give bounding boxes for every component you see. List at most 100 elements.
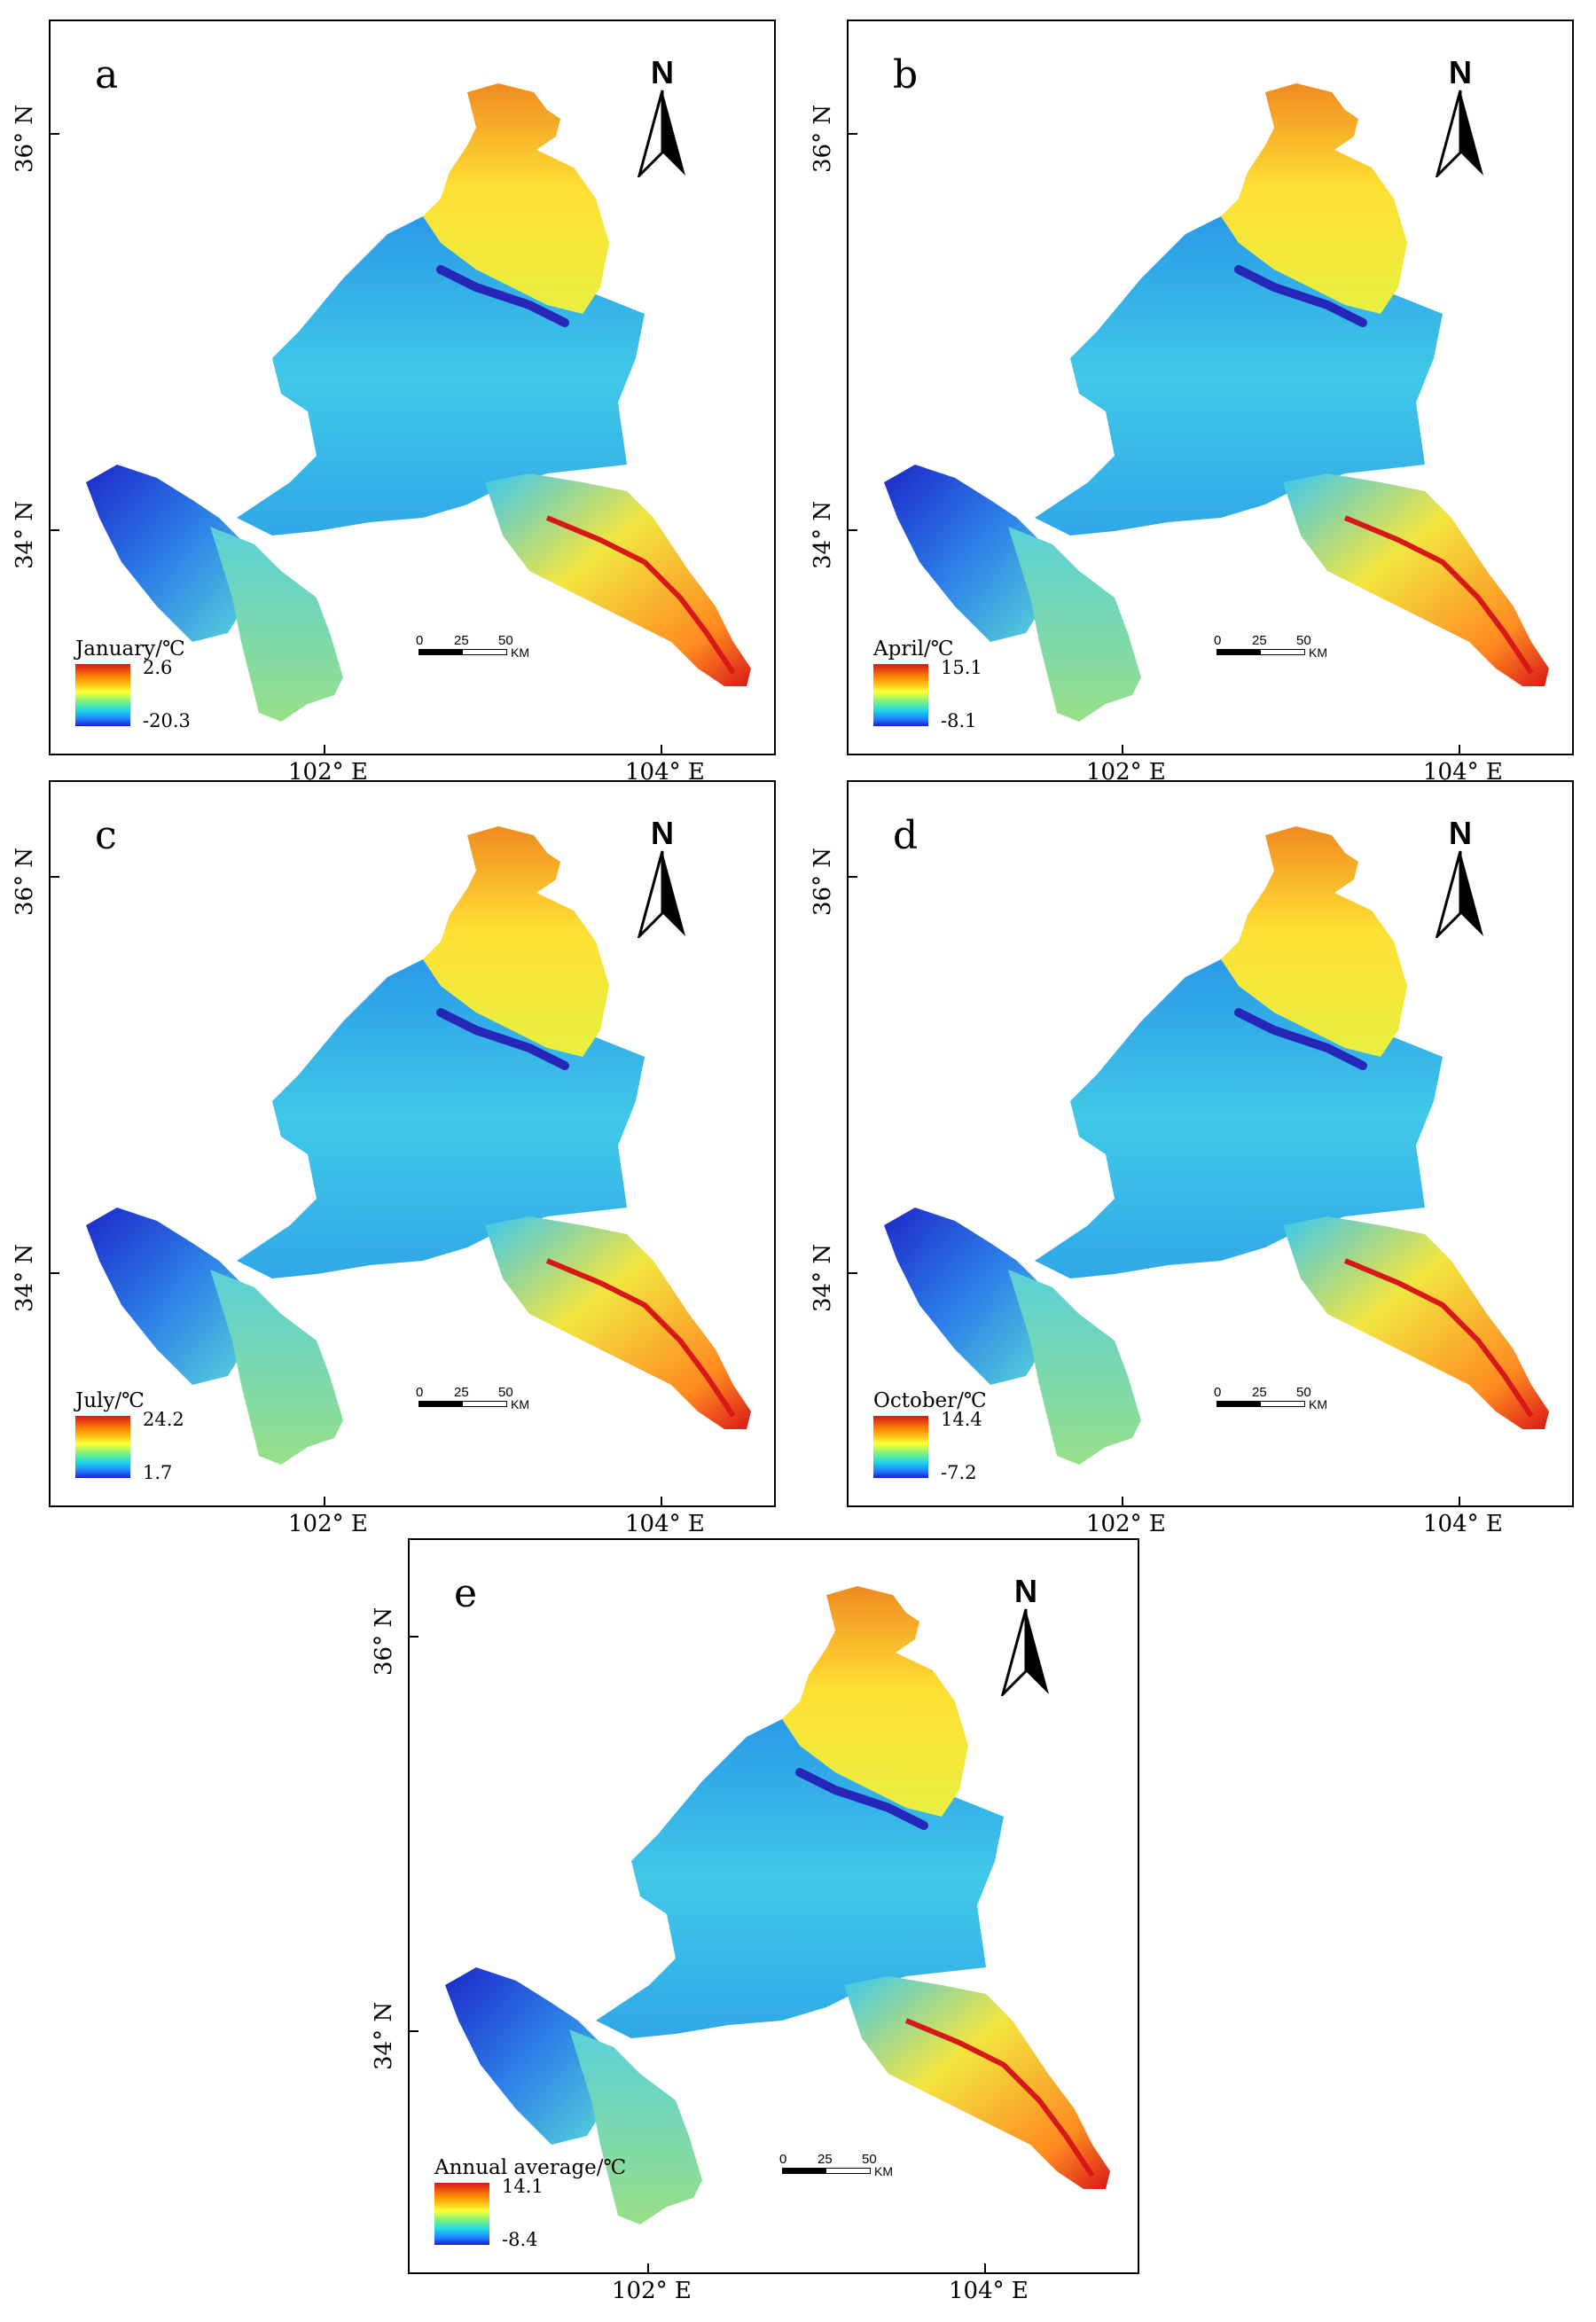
north-arrow-icon bbox=[1000, 1608, 1049, 1700]
legend-max: 2.6 bbox=[143, 657, 173, 678]
scale-unit: KM bbox=[1309, 645, 1327, 660]
x-tick bbox=[1122, 1497, 1123, 1507]
north-label: N bbox=[1449, 815, 1472, 851]
y-tick bbox=[847, 876, 857, 878]
scale-label-0: 0 bbox=[1214, 633, 1222, 648]
southwest-tail bbox=[210, 527, 343, 722]
legend-min: -7.2 bbox=[941, 1462, 977, 1483]
scale-label-25: 25 bbox=[1252, 1385, 1267, 1400]
cold-ridge-line bbox=[1234, 265, 1367, 327]
west-basin bbox=[445, 1967, 614, 2145]
west-basin bbox=[884, 465, 1052, 642]
y-axis-label: 34° N bbox=[12, 500, 38, 569]
scale-bar: 0 25 50 KM bbox=[1214, 633, 1332, 668]
legend-min: -8.4 bbox=[502, 2229, 538, 2250]
scale-unit: KM bbox=[511, 1397, 529, 1411]
legend-min: -20.3 bbox=[143, 710, 191, 731]
scale-label-0: 0 bbox=[1214, 1385, 1222, 1400]
map-panel-d: d N 0 25 50 KM October/℃ 14.4 -7.2 102° E 104° E 36… bbox=[810, 780, 1574, 1537]
north-arrow-icon bbox=[1435, 850, 1483, 942]
map-panel-c: c N 0 25 50 KM July/℃ 24.2 1.7 102° E 104° E 36° N 3… bbox=[12, 780, 776, 1537]
river-valley-line bbox=[1343, 1258, 1534, 1418]
north-label: N bbox=[651, 815, 674, 851]
southwest-tail bbox=[1008, 1270, 1141, 1465]
scale-unit: KM bbox=[511, 645, 529, 660]
north-arrow: N bbox=[1434, 57, 1487, 182]
x-axis-label: 104° E bbox=[625, 1511, 705, 1537]
map-frame: e N 0 25 50 KM Annual average/℃ 14.1 -8.4 bbox=[408, 1538, 1139, 2274]
southeast-valley bbox=[1283, 1216, 1549, 1429]
legend-max: 14.4 bbox=[941, 1409, 982, 1430]
y-tick bbox=[49, 529, 59, 531]
southwest-tail bbox=[569, 2029, 702, 2224]
panel-letter: b bbox=[893, 52, 919, 98]
x-tick bbox=[324, 1497, 325, 1507]
river-valley-line bbox=[545, 1258, 736, 1418]
north-region bbox=[423, 83, 609, 314]
y-axis-label: 34° N bbox=[810, 500, 836, 569]
x-axis-label: 102° E bbox=[612, 2278, 692, 2304]
legend-max: 24.2 bbox=[143, 1409, 184, 1430]
y-axis-label: 34° N bbox=[371, 2001, 397, 2070]
scale-unit: KM bbox=[874, 2164, 893, 2178]
scale-label-50: 50 bbox=[1296, 1385, 1311, 1400]
x-tick bbox=[647, 2263, 649, 2274]
x-tick bbox=[661, 1497, 662, 1507]
cold-ridge-line bbox=[795, 1768, 928, 1830]
north-arrow-icon bbox=[637, 850, 685, 942]
north-label: N bbox=[1449, 54, 1472, 90]
north-arrow-icon bbox=[1435, 90, 1483, 181]
panel-letter: e bbox=[454, 1571, 478, 1616]
north-region bbox=[782, 1586, 968, 1817]
temperature-map bbox=[86, 826, 751, 1465]
legend-title: October/℃ bbox=[873, 1389, 987, 1412]
river-valley-line bbox=[904, 2018, 1095, 2177]
y-axis-label: 36° N bbox=[810, 104, 836, 173]
north-region bbox=[1221, 83, 1407, 314]
map-panel-a: a N 0 25 50 KM January/℃ 2.6 -20.3 102° E 104° E 36… bbox=[12, 20, 776, 786]
river-valley-line bbox=[545, 515, 736, 675]
y-tick bbox=[49, 876, 59, 878]
map-frame: d N 0 25 50 KM October/℃ 14.4 -7.2 bbox=[847, 780, 1574, 1507]
scale-label-50: 50 bbox=[862, 2152, 877, 2167]
west-basin bbox=[884, 1208, 1052, 1385]
legend-color-ramp bbox=[873, 664, 928, 726]
scale-bar: 0 25 50 KM bbox=[1214, 1385, 1332, 1420]
southeast-valley bbox=[485, 473, 751, 686]
scale-label-0: 0 bbox=[416, 633, 424, 648]
legend-max: 15.1 bbox=[941, 657, 982, 678]
y-axis-label: 34° N bbox=[810, 1243, 836, 1312]
scale-label-25: 25 bbox=[454, 1385, 469, 1400]
map-frame: a N 0 25 50 KM January/℃ 2.6 -20.3 bbox=[49, 20, 776, 755]
y-tick bbox=[847, 133, 857, 135]
legend-color-ramp bbox=[873, 1416, 928, 1478]
x-tick bbox=[661, 745, 662, 755]
scale-bar: 0 25 50 KM bbox=[779, 2152, 897, 2187]
scale-label-50: 50 bbox=[498, 1385, 513, 1400]
north-region bbox=[1221, 826, 1407, 1057]
map-panel-b: b N 0 25 50 KM April/℃ 15.1 -8.1 102° E 104° E 36° … bbox=[810, 20, 1574, 786]
map-panel-e: e N 0 25 50 KM Annual average/℃ 14.1 -8.4 102° E 1… bbox=[371, 1538, 1139, 2310]
legend-color-ramp bbox=[75, 664, 130, 726]
north-arrow-icon bbox=[637, 90, 685, 181]
north-region bbox=[423, 826, 609, 1057]
scale-label-25: 25 bbox=[818, 2152, 833, 2167]
y-tick bbox=[408, 1636, 419, 1638]
legend-color-ramp bbox=[434, 2183, 489, 2245]
north-label: N bbox=[651, 54, 674, 90]
panel-letter: a bbox=[95, 52, 119, 98]
x-axis-label: 102° E bbox=[288, 1511, 368, 1537]
x-tick bbox=[1459, 745, 1460, 755]
legend-title: January/℃ bbox=[75, 637, 185, 661]
map-frame: c N 0 25 50 KM July/℃ 24.2 1.7 bbox=[49, 780, 776, 1507]
y-tick bbox=[847, 1272, 857, 1274]
legend-max: 14.1 bbox=[502, 2176, 544, 2197]
temperature-map bbox=[884, 826, 1549, 1465]
x-axis-label: 102° E bbox=[1086, 1511, 1166, 1537]
legend-min: -8.1 bbox=[941, 710, 977, 731]
river-valley-line bbox=[1343, 515, 1534, 675]
scale-label-25: 25 bbox=[1252, 633, 1267, 648]
scale-label-25: 25 bbox=[454, 633, 469, 648]
y-tick bbox=[847, 529, 857, 531]
y-tick bbox=[49, 1272, 59, 1274]
